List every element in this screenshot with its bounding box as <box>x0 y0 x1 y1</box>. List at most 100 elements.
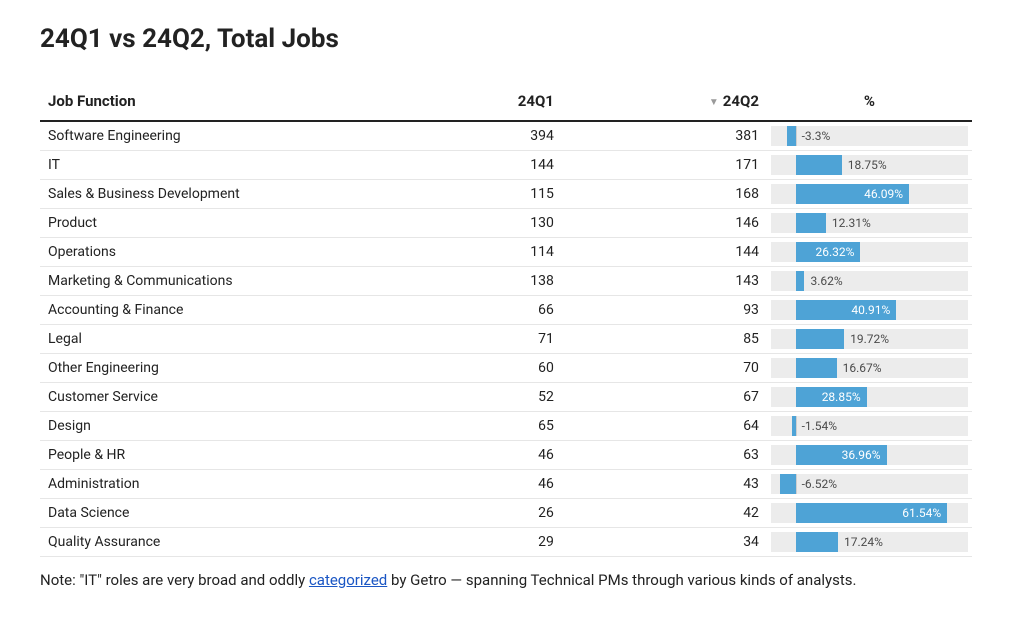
pct-bar: 61.54% <box>771 503 968 523</box>
pct-bar-fill <box>780 474 796 494</box>
pct-bar-label: 26.32% <box>796 242 861 262</box>
cell-q2: 64 <box>562 412 767 441</box>
table-row: Design6564-1.54% <box>40 412 972 441</box>
cell-q2: 144 <box>562 238 767 267</box>
pct-bar-label: 17.24% <box>838 532 883 552</box>
cell-q1: 71 <box>431 325 561 354</box>
cell-q2: 85 <box>562 325 767 354</box>
cell-pct: 17.24% <box>767 528 972 557</box>
table-row: Other Engineering6070 16.67% <box>40 354 972 383</box>
cell-pct: 46.09% <box>767 180 972 209</box>
cell-job-function: Design <box>40 412 431 441</box>
pct-bar: 18.75% <box>771 155 968 175</box>
table-row: Data Science264261.54% <box>40 499 972 528</box>
pct-bar-fill <box>787 126 795 146</box>
table-row: Accounting & Finance669340.91% <box>40 296 972 325</box>
footnote-suffix: by Getro — spanning Technical PMs throug… <box>387 571 856 589</box>
pct-bar: 46.09% <box>771 184 968 204</box>
table-row: Marketing & Communications1381433.62% <box>40 267 972 296</box>
pct-bar-label: 18.75% <box>842 155 887 175</box>
pct-bar: 36.96% <box>771 445 968 465</box>
col-header-pct[interactable]: % <box>767 82 972 121</box>
table-row: IT144171 18.75% <box>40 151 972 180</box>
page-title: 24Q1 vs 24Q2, Total Jobs <box>40 24 972 54</box>
pct-bar-label: 19.72% <box>844 329 889 349</box>
pct-bar: 17.24% <box>771 532 968 552</box>
cell-q2: 171 <box>562 151 767 180</box>
pct-bar: -3.3% <box>771 126 968 146</box>
cell-q1: 394 <box>431 121 561 151</box>
pct-bar: -1.54% <box>771 416 968 436</box>
cell-q1: 144 <box>431 151 561 180</box>
cell-q2: 143 <box>562 267 767 296</box>
cell-q1: 46 <box>431 441 561 470</box>
cell-pct: 26.32% <box>767 238 972 267</box>
cell-q2: 42 <box>562 499 767 528</box>
sort-indicator-icon: ▼ <box>709 97 719 108</box>
cell-q1: 66 <box>431 296 561 325</box>
col-header-job-function[interactable]: Job Function <box>40 82 431 121</box>
pct-bar-label: 36.96% <box>796 445 887 465</box>
pct-bar-fill <box>796 358 837 378</box>
cell-pct: 19.72% <box>767 325 972 354</box>
table-row: Administration4643-6.52% <box>40 470 972 499</box>
pct-bar: 40.91% <box>771 300 968 320</box>
pct-bar-label: 28.85% <box>796 387 867 407</box>
cell-pct: -3.3% <box>767 121 972 151</box>
cell-job-function: Marketing & Communications <box>40 267 431 296</box>
pct-bar-label: 61.54% <box>796 503 948 523</box>
pct-bar-label: -1.54% <box>796 416 838 436</box>
cell-pct: 18.75% <box>767 151 972 180</box>
pct-bar: 26.32% <box>771 242 968 262</box>
pct-bar: 19.72% <box>771 329 968 349</box>
pct-bar-label: 16.67% <box>837 358 882 378</box>
cell-q1: 26 <box>431 499 561 528</box>
cell-q1: 46 <box>431 470 561 499</box>
footnote-prefix: Note: "IT" roles are very broad and oddl… <box>40 571 309 589</box>
cell-pct: 16.67% <box>767 354 972 383</box>
cell-pct: 3.62% <box>767 267 972 296</box>
cell-job-function: Other Engineering <box>40 354 431 383</box>
cell-pct: 36.96% <box>767 441 972 470</box>
pct-bar-label: 12.31% <box>826 213 871 233</box>
pct-bar: -6.52% <box>771 474 968 494</box>
cell-pct: 61.54% <box>767 499 972 528</box>
cell-q2: 67 <box>562 383 767 412</box>
cell-job-function: Customer Service <box>40 383 431 412</box>
table-row: Software Engineering394381-3.3% <box>40 121 972 151</box>
pct-bar-label: 3.62% <box>804 271 842 291</box>
table-body: Software Engineering394381-3.3%IT1441711… <box>40 121 972 557</box>
pct-bar: 28.85% <box>771 387 968 407</box>
pct-bar-fill <box>796 329 845 349</box>
pct-bar-fill <box>796 213 826 233</box>
cell-q1: 29 <box>431 528 561 557</box>
cell-pct: 12.31% <box>767 209 972 238</box>
cell-q2: 34 <box>562 528 767 557</box>
pct-bar-label: 46.09% <box>796 184 910 204</box>
cell-q2: 168 <box>562 180 767 209</box>
cell-q1: 60 <box>431 354 561 383</box>
table-row: Operations11414426.32% <box>40 238 972 267</box>
cell-q2: 381 <box>562 121 767 151</box>
footnote-link[interactable]: categorized <box>309 571 387 589</box>
cell-q2: 70 <box>562 354 767 383</box>
pct-bar: 16.67% <box>771 358 968 378</box>
cell-job-function: Legal <box>40 325 431 354</box>
cell-job-function: IT <box>40 151 431 180</box>
cell-q2: 146 <box>562 209 767 238</box>
col-header-q1[interactable]: 24Q1 <box>431 82 561 121</box>
cell-pct: -6.52% <box>767 470 972 499</box>
col-header-q2-label: 24Q2 <box>723 92 759 110</box>
col-header-q2[interactable]: ▼ 24Q2 <box>562 82 767 121</box>
pct-bar-label: 40.91% <box>796 300 897 320</box>
cell-pct: 28.85% <box>767 383 972 412</box>
jobs-table: Job Function 24Q1 ▼ 24Q2 % Software Engin… <box>40 82 972 557</box>
table-row: People & HR466336.96% <box>40 441 972 470</box>
pct-bar-fill <box>796 155 842 175</box>
cell-q1: 130 <box>431 209 561 238</box>
cell-job-function: Product <box>40 209 431 238</box>
pct-bar: 3.62% <box>771 271 968 291</box>
cell-q2: 93 <box>562 296 767 325</box>
cell-q2: 43 <box>562 470 767 499</box>
table-row: Quality Assurance293417.24% <box>40 528 972 557</box>
